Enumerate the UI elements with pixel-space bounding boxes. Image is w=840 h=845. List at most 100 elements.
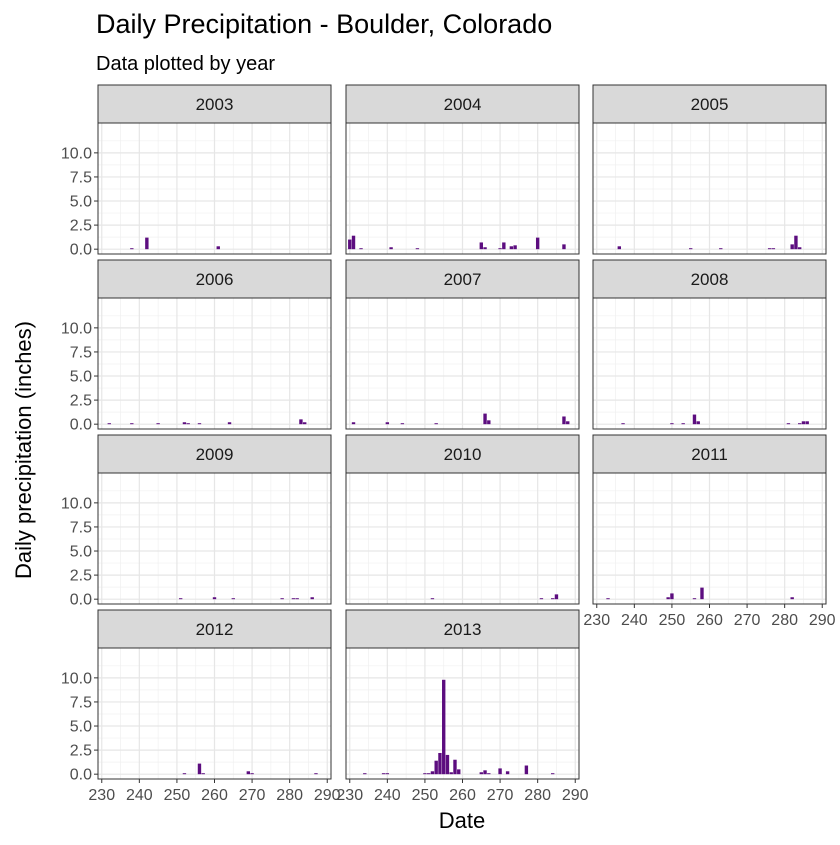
y-tick-label: 7.5 (70, 519, 92, 536)
bar (539, 598, 544, 600)
x-tick-label: 250 (164, 787, 191, 804)
x-tick-label: 290 (562, 787, 589, 804)
bar (509, 246, 514, 250)
bar (479, 242, 483, 250)
x-tick-label: 250 (659, 612, 686, 629)
bar (295, 598, 299, 600)
bar (798, 247, 802, 250)
x-tick-label: 270 (239, 787, 266, 804)
bar (566, 421, 570, 425)
y-tick-label: 0.0 (70, 767, 92, 784)
bar (453, 759, 457, 775)
x-tick-label: 280 (276, 787, 303, 804)
y-tick-label: 7.5 (70, 344, 92, 361)
y-tick-label: 0.0 (70, 592, 92, 609)
y-tick-label: 0.0 (70, 242, 92, 259)
bar (178, 598, 183, 600)
bar (348, 239, 352, 250)
y-tick-label: 10.0 (61, 495, 92, 512)
bar (502, 242, 506, 250)
panel-border (345, 472, 580, 605)
bar (696, 421, 700, 425)
bar (513, 245, 517, 250)
y-tick-label: 5.0 (70, 719, 92, 736)
facet-strip-label: 2010 (444, 445, 482, 464)
bar (498, 768, 502, 775)
bar (389, 247, 393, 250)
facet-strip-label: 2008 (691, 270, 729, 289)
bar (479, 772, 483, 775)
facet-2007: 2007 (345, 259, 580, 430)
facet-panels: 2003 0.0 2.5 5.0 7.5 10.0 2004 2005 2006 0.0 2.5 5.… (61, 84, 836, 804)
facet-strip (97, 609, 332, 649)
bar (805, 421, 809, 425)
bar (670, 423, 674, 425)
panel-border (97, 122, 332, 255)
bar (130, 248, 134, 250)
bar (186, 423, 190, 425)
bar (449, 772, 453, 775)
bar (483, 413, 487, 425)
facet-strip-label: 2007 (444, 270, 482, 289)
bar (700, 587, 704, 600)
bar (681, 423, 685, 425)
facet-strip-label: 2003 (196, 95, 234, 114)
x-tick-label: 250 (412, 787, 439, 804)
bar (400, 423, 405, 425)
bar (551, 598, 555, 600)
bar (182, 773, 187, 775)
facet-2012: 2012 0.0 2.5 5.0 7.5 10.0 230 240 250 260 270 280 29… (61, 609, 341, 804)
y-tick-label: 10.0 (61, 320, 92, 337)
bar (385, 422, 390, 425)
x-tick-label: 240 (126, 787, 153, 804)
y-tick-label: 10.0 (61, 145, 92, 162)
x-tick-label: 290 (809, 612, 836, 629)
facet-strip-label: 2009 (196, 445, 234, 464)
y-tick-label: 2.5 (70, 393, 92, 410)
bar (130, 423, 134, 425)
bar (445, 754, 450, 775)
y-tick-label: 5.0 (70, 194, 92, 211)
x-tick-label: 280 (771, 612, 798, 629)
bar (385, 773, 390, 775)
bar (197, 763, 202, 775)
x-tick-label: 230 (336, 787, 363, 804)
facet-strip-label: 2013 (444, 620, 482, 639)
facet-strip (592, 259, 827, 299)
panel-border (97, 472, 332, 605)
facet-strip-label: 2005 (691, 95, 729, 114)
bar (535, 237, 540, 250)
bar (790, 597, 794, 600)
x-tick-label: 260 (201, 787, 228, 804)
panel-border (592, 297, 827, 430)
bar (434, 760, 438, 775)
bar (145, 237, 149, 250)
bar (621, 423, 625, 425)
facet-strip-label: 2006 (196, 270, 234, 289)
x-tick-label: 270 (487, 787, 514, 804)
bar (280, 598, 284, 600)
facet-strip (97, 84, 332, 124)
bar (434, 423, 438, 425)
facet-2005: 2005 (592, 84, 827, 255)
bar (790, 244, 794, 250)
panel-border (345, 297, 580, 430)
bar (498, 248, 502, 250)
y-tick-label: 2.5 (70, 218, 92, 235)
bar (359, 248, 363, 250)
facet-strip (592, 434, 827, 474)
bar (483, 247, 487, 250)
facet-strip (345, 434, 580, 474)
bar (381, 773, 386, 775)
bar (197, 423, 202, 425)
bar (442, 679, 446, 775)
y-tick-label: 0.0 (70, 417, 92, 434)
x-tick-label: 240 (621, 612, 648, 629)
bar (801, 421, 806, 425)
bar (299, 419, 303, 425)
y-axis-label: Daily precipitation (inches) (11, 321, 36, 579)
bar (771, 248, 776, 250)
bar (291, 598, 296, 600)
